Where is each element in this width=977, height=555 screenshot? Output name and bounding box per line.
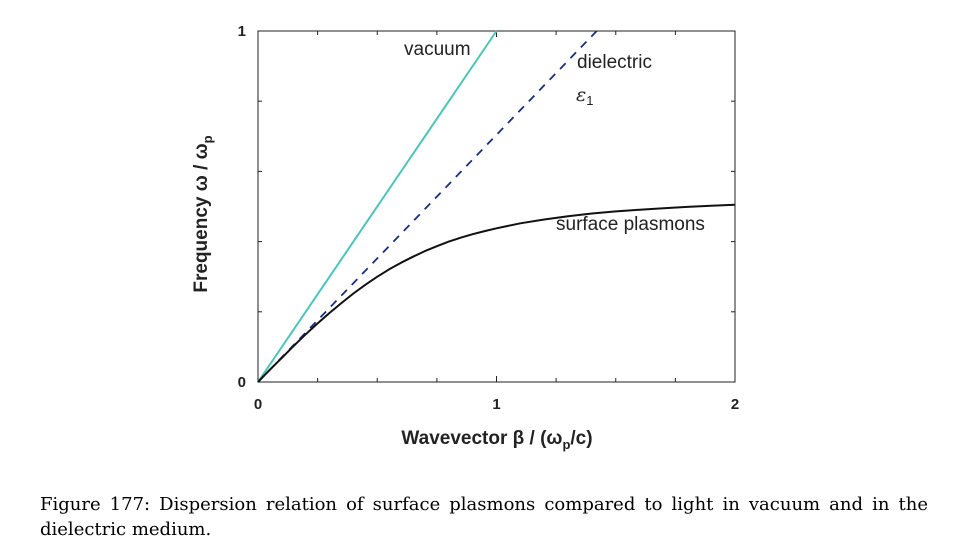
y-axis-label-main: Frequency ω / ω <box>191 143 212 292</box>
series-line-dielectric <box>257 30 598 383</box>
x-axis-label: Wavevector β / (ωp/c) <box>401 428 592 452</box>
annotation-vacuum: vacuum <box>404 39 471 60</box>
y-tick-label: 0 <box>238 374 246 391</box>
x-tick-label: 1 <box>492 396 500 413</box>
plot-frame <box>257 30 736 383</box>
figure-caption: Figure 177: Dispersion relation of surfa… <box>40 494 928 540</box>
x-axis-label-main: Wavevector β / (ω <box>401 428 562 449</box>
series-group <box>257 30 736 383</box>
series-line-vacuum <box>257 30 498 383</box>
series-line-surface-plasmons <box>257 203 736 383</box>
annotation-epsilon: ε1 <box>576 84 593 108</box>
y-axis-label: Frequency ω / ωp <box>191 135 215 292</box>
y-axis-label-sub: p <box>200 135 215 143</box>
x-axis-label-sub: p <box>562 437 570 452</box>
x-tick-label: 0 <box>254 396 262 413</box>
x-axis-label-tail: /c) <box>570 428 592 449</box>
x-tick-label: 2 <box>731 396 739 413</box>
dispersion-chart: 0 1 201 vacuum dielectric ε1 surface plasm… <box>191 23 740 452</box>
annotation-surface-plasmons: surface plasmons <box>556 214 705 235</box>
tick-labels: 0 1 2 0 1 <box>238 23 740 413</box>
epsilon-symbol: ε <box>576 84 586 106</box>
y-tick-label: 1 <box>238 23 246 40</box>
annotation-dielectric: dielectric <box>577 52 652 73</box>
epsilon-subscript: 1 <box>586 93 593 108</box>
axis-ticks <box>257 30 736 383</box>
